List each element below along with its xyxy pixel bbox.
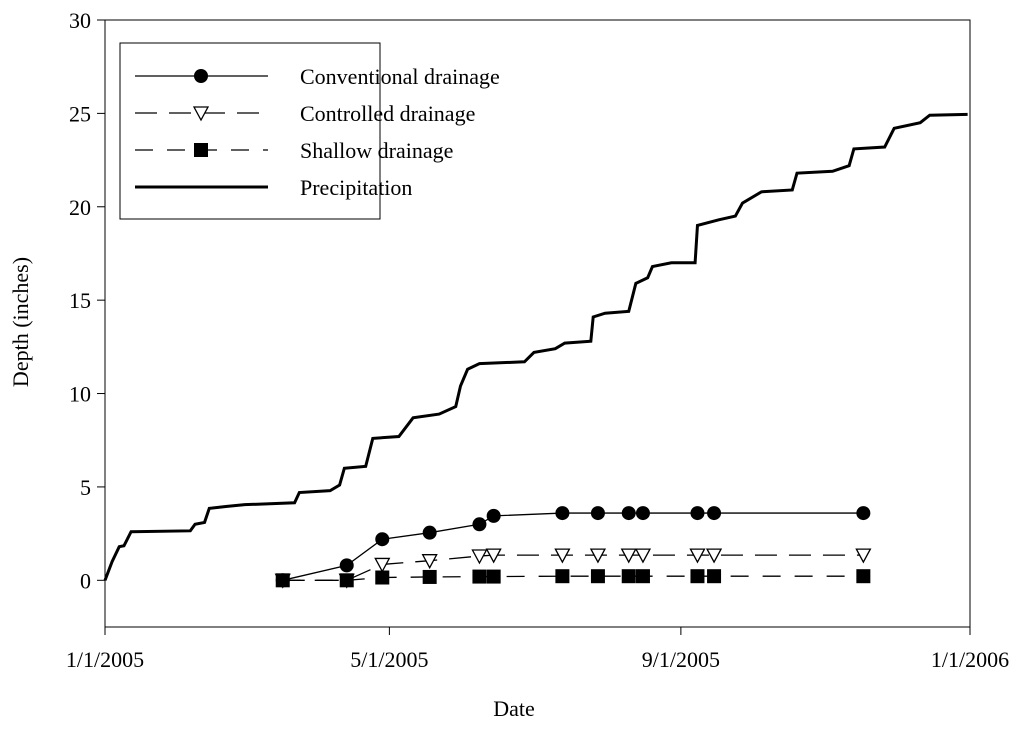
point (374, 557, 391, 573)
point (855, 548, 872, 564)
plot-frame (104, 19, 971, 628)
point (422, 569, 437, 584)
series-line (103, 112, 968, 581)
y-tick-label: 0 (80, 568, 91, 593)
x-tick-label: 5/1/2005 (350, 647, 428, 672)
x-tick-label: 1/1/2006 (931, 647, 1009, 672)
point (275, 573, 290, 588)
point (707, 569, 722, 584)
point (621, 569, 636, 584)
y-tick-label: 5 (80, 475, 91, 500)
legend-label: Precipitation (300, 175, 412, 200)
point (194, 69, 208, 83)
point (485, 548, 502, 564)
legend-label: Shallow drainage (300, 138, 453, 163)
y-tick-label: 10 (69, 382, 91, 407)
x-tick-label: 9/1/2005 (642, 647, 720, 672)
legend-box (119, 42, 381, 220)
series-line (282, 575, 864, 581)
point (555, 506, 570, 521)
point (635, 506, 650, 521)
point (194, 143, 208, 157)
point (856, 569, 871, 584)
point (375, 570, 390, 585)
point (590, 506, 605, 521)
point (422, 525, 437, 540)
point (339, 573, 354, 588)
point (471, 549, 488, 565)
point (705, 548, 723, 564)
point (689, 548, 706, 564)
point (634, 548, 652, 564)
x-axis-title: Date (493, 696, 535, 721)
point (486, 569, 501, 584)
point (375, 532, 390, 547)
point (590, 569, 605, 584)
y-tick-label: 25 (69, 101, 91, 126)
point (589, 548, 607, 564)
point (472, 517, 487, 532)
point (486, 508, 501, 523)
y-tick-label: 30 (69, 8, 91, 33)
point (856, 506, 871, 521)
y-axis-title: Depth (inches) (8, 257, 33, 387)
point (555, 569, 570, 584)
point (690, 506, 705, 521)
legend-label: Conventional drainage (300, 64, 500, 89)
point (339, 558, 354, 573)
point (421, 554, 438, 570)
point (621, 506, 636, 521)
x-tick-label: 1/1/2005 (66, 647, 144, 672)
point (635, 569, 650, 584)
y-tick-label: 20 (69, 195, 91, 220)
legend-label: Controlled drainage (300, 101, 475, 126)
y-tick-label: 15 (69, 288, 91, 313)
point (707, 506, 722, 521)
point (192, 106, 210, 122)
point (554, 548, 571, 564)
point (472, 569, 487, 584)
point (690, 569, 705, 584)
point (620, 548, 637, 564)
